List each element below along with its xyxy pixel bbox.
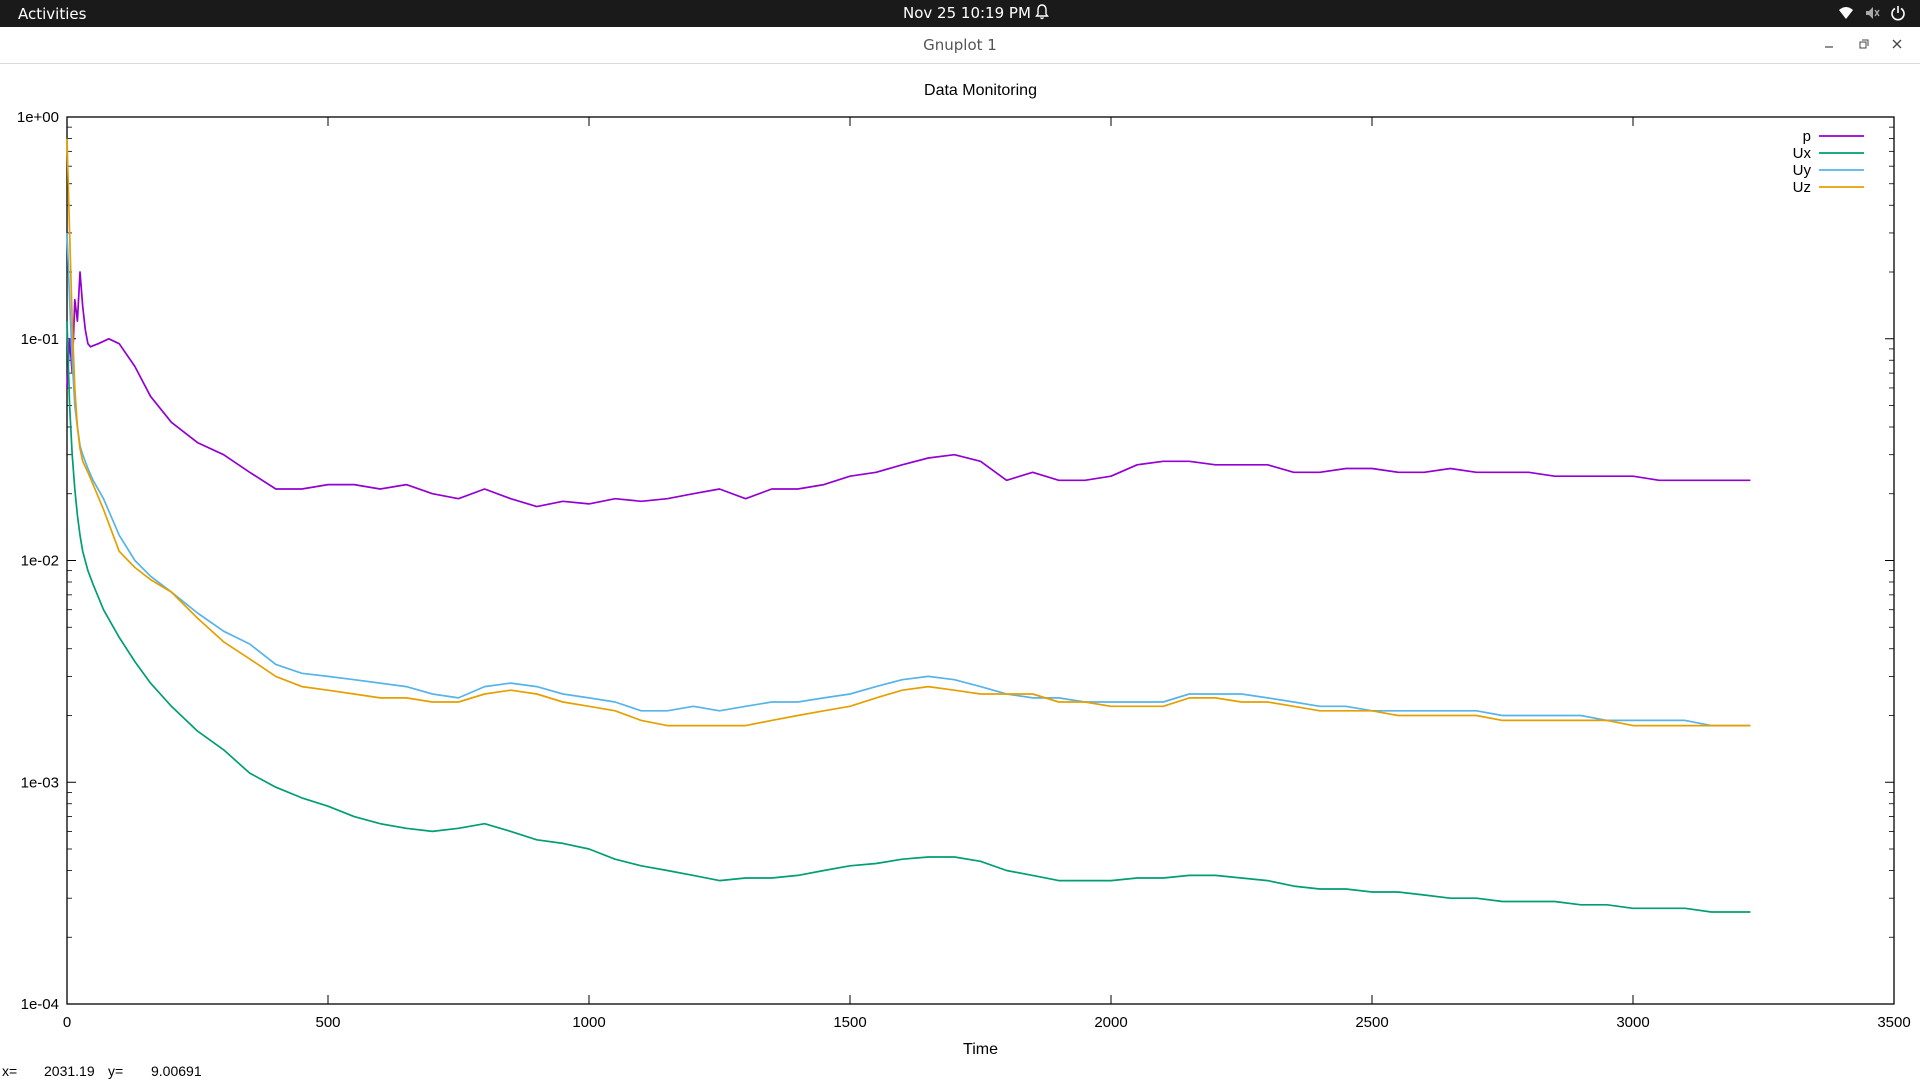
- system-tray[interactable]: [1838, 5, 1906, 21]
- restore-icon[interactable]: [1854, 35, 1872, 53]
- y-tick-label: 1e-02: [21, 553, 59, 570]
- x-tick-label: 2000: [1094, 1014, 1127, 1031]
- x-axis-label: Time: [963, 1041, 998, 1058]
- window-controls: [1820, 35, 1906, 53]
- plot-frame: [66, 116, 1895, 1005]
- activities-button[interactable]: Activities: [18, 5, 87, 23]
- x-tick-label: 1500: [833, 1014, 866, 1031]
- x-tick-label: 2500: [1355, 1014, 1388, 1031]
- system-topbar: Activities Nov 25 10:19 PM: [0, 0, 1920, 27]
- x-tick-label: 1000: [572, 1014, 605, 1031]
- y-tick-label: 1e+00: [17, 109, 59, 126]
- series-line-p: [66, 271, 1751, 508]
- x-coord-label: x=: [2, 1063, 18, 1079]
- legend-label-uz: Uz: [1793, 179, 1811, 196]
- legend-label-ux: Ux: [1793, 145, 1812, 162]
- y-tick-label: 1e-03: [21, 774, 59, 791]
- series-line-ux: [66, 321, 1751, 913]
- power-icon[interactable]: [1890, 5, 1906, 21]
- wifi-icon[interactable]: [1838, 5, 1854, 21]
- minimize-icon[interactable]: [1820, 35, 1838, 53]
- bell-icon[interactable]: [1035, 4, 1049, 20]
- window-title: Gnuplot 1: [923, 36, 997, 54]
- volume-muted-icon[interactable]: [1864, 5, 1880, 21]
- x-tick-label: 3000: [1616, 1014, 1649, 1031]
- series-line-uy: [66, 232, 1751, 727]
- legend-label-p: p: [1803, 128, 1811, 145]
- y-coord-label: y=: [108, 1063, 124, 1079]
- window-titlebar[interactable]: Gnuplot 1: [0, 27, 1920, 64]
- clock[interactable]: Nov 25 10:19 PM: [903, 4, 1031, 22]
- series-line-uz: [66, 138, 1751, 727]
- x-coord-value: 2031.19: [44, 1063, 95, 1079]
- x-tick-label: 500: [315, 1014, 340, 1031]
- close-icon[interactable]: [1888, 35, 1906, 53]
- x-tick-label: 3500: [1877, 1014, 1910, 1031]
- legend-label-uy: Uy: [1793, 162, 1812, 179]
- y-tick-label: 1e-01: [21, 331, 59, 348]
- y-tick-label: 1e-04: [21, 996, 59, 1013]
- chart[interactable]: Data Monitoring Time 0 500 1000 1500 2000 250…: [0, 64, 1920, 1064]
- x-tick-label: 0: [63, 1014, 71, 1031]
- chart-title: Data Monitoring: [924, 82, 1037, 99]
- plot-canvas[interactable]: Data Monitoring Time 0 500 1000 1500 2000 250…: [0, 64, 1920, 1080]
- coordinate-statusbar: x= 2031.19 y= 9.00691: [0, 1063, 1920, 1080]
- y-coord-value: 9.00691: [151, 1063, 202, 1079]
